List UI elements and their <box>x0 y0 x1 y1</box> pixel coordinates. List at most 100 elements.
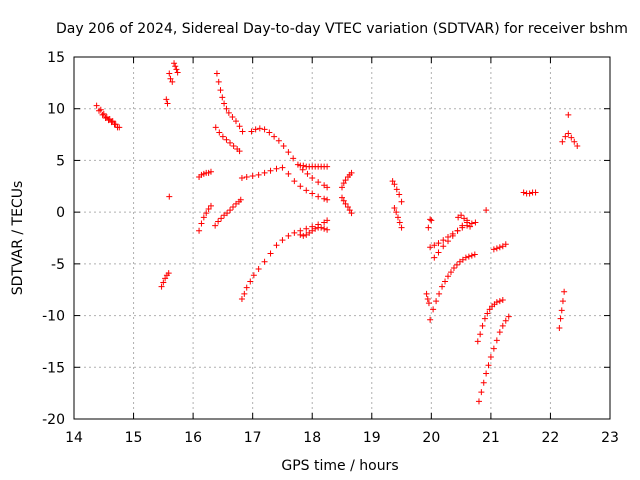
data-point <box>248 128 255 135</box>
data-point <box>562 133 569 140</box>
y-tick-label: 15 <box>47 50 65 66</box>
data-point <box>558 307 565 314</box>
data-point <box>229 113 236 120</box>
data-point <box>568 134 575 141</box>
data-point <box>486 306 493 313</box>
data-point <box>557 315 564 322</box>
data-point <box>427 216 434 223</box>
data-point <box>261 169 268 176</box>
data-point <box>243 284 250 291</box>
data-point <box>318 224 325 231</box>
data-point <box>255 171 262 178</box>
data-segment <box>474 297 506 345</box>
data-segment <box>163 96 171 107</box>
data-point <box>339 194 345 201</box>
x-tick-label: 16 <box>184 430 202 446</box>
data-segment <box>427 216 435 224</box>
data-point <box>309 190 316 197</box>
data-point <box>453 261 460 268</box>
data-point <box>484 310 491 317</box>
data-point <box>565 130 572 137</box>
data-point <box>450 264 457 271</box>
data-point <box>167 75 174 82</box>
data-point <box>427 244 434 251</box>
data-point <box>324 226 331 233</box>
data-point <box>238 296 245 303</box>
data-segment <box>339 169 355 191</box>
data-point <box>394 214 401 221</box>
data-point <box>198 220 205 227</box>
data-point <box>238 175 245 182</box>
data-point <box>574 142 581 149</box>
data-point <box>166 193 173 200</box>
data-segment <box>490 241 509 253</box>
data-point <box>475 398 482 405</box>
data-point <box>109 118 116 125</box>
data-point <box>348 169 355 176</box>
x-tick-label: 14 <box>65 430 83 446</box>
data-point <box>247 278 254 285</box>
data-point <box>299 166 306 173</box>
data-point <box>171 60 178 67</box>
data-point <box>279 237 286 244</box>
data-point <box>255 266 262 273</box>
y-tick-label: -20 <box>42 412 65 428</box>
data-segment <box>431 217 471 261</box>
data-point <box>300 162 307 169</box>
data-point <box>205 206 212 213</box>
data-point <box>520 189 527 196</box>
chart-title: Day 206 of 2024, Sidereal Day-to-day VTE… <box>56 21 628 37</box>
data-point <box>431 254 438 261</box>
data-segment <box>391 205 405 231</box>
data-point <box>217 87 224 94</box>
data-point <box>487 353 494 360</box>
data-segment <box>389 178 405 205</box>
y-tick-label: -10 <box>42 309 65 325</box>
data-point <box>440 237 447 244</box>
data-point <box>312 225 319 232</box>
data-point <box>273 165 280 172</box>
data-point <box>215 218 222 225</box>
data-point <box>114 124 121 131</box>
data-point <box>304 170 311 177</box>
data-point <box>454 227 461 234</box>
data-segment <box>158 270 172 290</box>
x-tick-label: 23 <box>601 430 619 446</box>
data-segment <box>248 125 331 191</box>
data-point <box>203 210 210 217</box>
data-point <box>230 203 237 210</box>
data-point <box>100 110 107 117</box>
data-point <box>207 168 214 175</box>
data-points <box>93 60 581 405</box>
data-point <box>279 164 286 171</box>
data-point <box>173 66 180 73</box>
data-point <box>430 306 437 313</box>
data-point <box>436 290 443 297</box>
data-point <box>291 229 298 236</box>
data-point <box>297 183 304 190</box>
data-point <box>556 324 563 331</box>
data-point <box>462 254 469 261</box>
data-segment <box>212 124 243 155</box>
data-point <box>480 379 487 386</box>
data-point <box>428 217 435 224</box>
data-point <box>479 322 486 329</box>
data-point <box>321 195 328 202</box>
data-point <box>565 111 572 118</box>
data-point <box>223 136 230 143</box>
y-axis-label: SDTVAR / TECUs <box>10 181 26 296</box>
data-point <box>252 126 259 133</box>
axis-ticks: 14 15 16 17 18 19 20 21 22 23 -20 -15 -10 -5 0 5 10 15 <box>42 50 619 446</box>
data-point <box>496 298 503 305</box>
data-point <box>196 227 203 234</box>
data-point <box>285 232 292 239</box>
data-point <box>472 219 479 226</box>
data-segment <box>213 70 246 135</box>
data-point <box>474 338 481 345</box>
data-point <box>398 198 405 205</box>
data-point <box>271 133 278 140</box>
y-tick-label: 10 <box>47 102 65 118</box>
data-point <box>468 252 475 259</box>
data-point <box>275 137 282 144</box>
data-segment <box>212 196 244 229</box>
